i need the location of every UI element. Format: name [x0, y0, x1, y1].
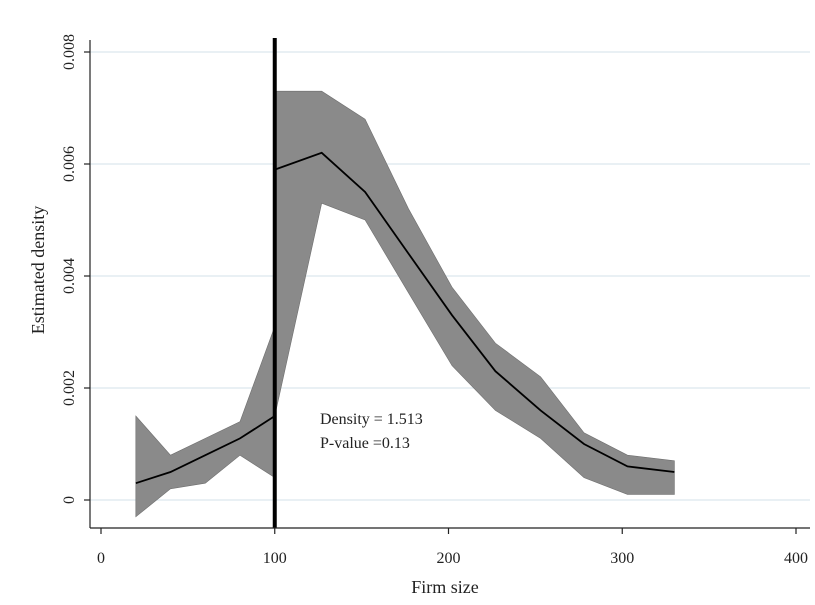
x-tick-label-4: 400 — [784, 550, 808, 567]
x-tick-label-1: 100 — [263, 550, 287, 567]
x-tick-label-3: 300 — [610, 550, 634, 567]
tick-labels: 0 0.002 0.004 0.006 0.008 0 100 200 300 400 — [61, 34, 808, 567]
y-tick-label-3: 0.006 — [61, 146, 78, 182]
gridlines — [90, 51, 810, 501]
y-axis-title: Estimated density — [28, 206, 48, 334]
density-line-right — [274, 151, 675, 473]
y-tick-label-0: 0 — [61, 496, 78, 504]
x-tick-label-0: 0 — [97, 550, 105, 567]
pvalue-annotation: P-value =0.13 — [320, 435, 410, 452]
confidence-band-right — [274, 90, 675, 495]
y-tick-label-4: 0.008 — [61, 34, 78, 70]
confidence-bands — [135, 90, 675, 518]
y-tick-label-2: 0.004 — [61, 258, 78, 294]
axes — [84, 40, 810, 534]
y-tick-label-1: 0.002 — [61, 370, 78, 406]
density-lines — [135, 151, 675, 485]
density-line-left — [135, 415, 276, 485]
x-axis-title: Firm size — [411, 577, 479, 597]
x-tick-label-2: 200 — [437, 550, 461, 567]
density-annotation: Density = 1.513 — [320, 411, 423, 428]
confidence-band-left — [135, 326, 276, 518]
